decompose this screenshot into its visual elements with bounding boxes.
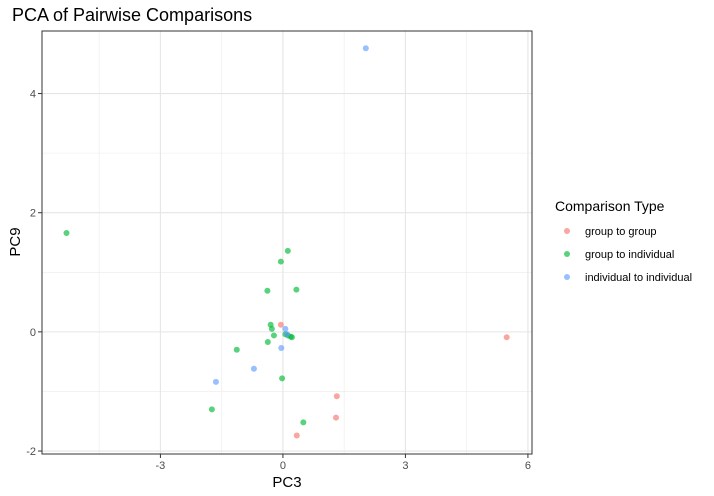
data-point-group-to-individual: [63, 229, 70, 236]
y-tick-label: 0: [30, 327, 36, 339]
data-point-individual-to-individual: [362, 45, 369, 52]
legend: Comparison Type group to group group to i…: [555, 198, 692, 284]
data-point-group-to-individual: [268, 325, 275, 332]
x-tick-label: 3: [402, 460, 408, 472]
data-point-individual-to-individual: [284, 331, 290, 338]
data-point-group-to-individual: [270, 332, 277, 339]
data-point-group-to-group: [293, 432, 300, 439]
plot-border: [41, 30, 533, 455]
y-tick-label: 4: [30, 89, 36, 101]
data-point-group-to-individual: [264, 338, 271, 345]
minor-gridlines: [42, 31, 532, 454]
plot-panel: [42, 31, 532, 454]
y-tick-label: 2: [30, 208, 36, 220]
x-tick-label: 0: [280, 460, 286, 472]
data-point-group-to-group: [277, 321, 284, 328]
x-axis-title: PC3: [272, 474, 301, 491]
axis-ticks: -3 0 3 6 -2 0 2 4: [26, 89, 531, 472]
data-point-individual-to-individual: [278, 344, 285, 351]
data-point-group-to-group: [333, 414, 339, 421]
data-points: [63, 45, 510, 439]
data-point-individual-to-individual: [250, 365, 257, 372]
data-point-group-to-individual: [233, 346, 240, 353]
y-axis-title: PC9: [7, 227, 24, 256]
data-point-group-to-individual: [288, 334, 295, 341]
data-point-individual-to-individual: [212, 378, 219, 385]
data-point-group-to-group: [503, 334, 510, 341]
data-point-individual-to-individual: [282, 325, 289, 332]
legend-label-group-to-individual: group to individual: [585, 249, 674, 261]
data-point-group-to-individual: [264, 287, 271, 294]
legend-label-individual-to-individual: individual to individual: [585, 272, 692, 284]
data-point-group-to-individual: [208, 406, 215, 413]
legend-key-group-to-individual: [564, 251, 570, 257]
legend-key-group-to-group: [564, 228, 570, 234]
x-tick-label: -3: [156, 460, 166, 472]
data-point-group-to-group: [333, 393, 340, 400]
data-point-group-to-individual: [300, 419, 307, 426]
legend-title: Comparison Type: [555, 198, 665, 214]
data-point-group-to-individual: [279, 375, 286, 382]
data-point-group-to-individual: [277, 258, 284, 265]
chart-title: PCA of Pairwise Comparisons: [12, 5, 252, 25]
x-tick-label: 6: [525, 460, 531, 472]
data-point-group-to-individual: [284, 247, 291, 254]
y-tick-label: -2: [26, 446, 36, 458]
legend-label-group-to-group: group to group: [585, 226, 657, 238]
legend-key-individual-to-individual: [564, 274, 570, 280]
data-point-group-to-individual: [293, 286, 300, 293]
